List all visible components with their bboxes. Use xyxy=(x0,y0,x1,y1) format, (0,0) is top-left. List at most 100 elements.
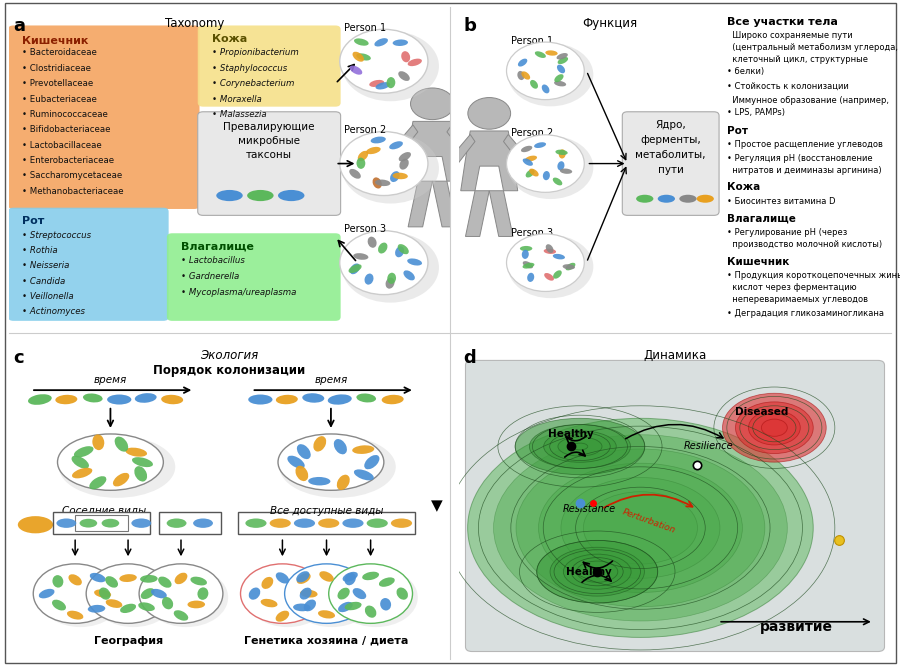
Text: • белки): • белки) xyxy=(727,67,764,77)
Ellipse shape xyxy=(166,518,186,528)
Ellipse shape xyxy=(399,71,410,81)
Ellipse shape xyxy=(343,572,358,582)
Text: время: время xyxy=(94,376,127,386)
Ellipse shape xyxy=(723,393,826,462)
Ellipse shape xyxy=(342,518,364,528)
Ellipse shape xyxy=(308,477,330,486)
Ellipse shape xyxy=(293,603,310,611)
Ellipse shape xyxy=(749,410,800,445)
Ellipse shape xyxy=(94,589,111,598)
Ellipse shape xyxy=(187,601,205,608)
Ellipse shape xyxy=(337,475,350,490)
Text: • Neisseria: • Neisseria xyxy=(22,261,69,270)
Ellipse shape xyxy=(557,161,564,170)
Ellipse shape xyxy=(105,576,118,587)
Text: c: c xyxy=(14,350,24,368)
Text: • Streptococcus: • Streptococcus xyxy=(22,230,92,240)
Circle shape xyxy=(468,97,510,129)
Polygon shape xyxy=(490,190,513,236)
Ellipse shape xyxy=(275,395,298,404)
Ellipse shape xyxy=(57,518,76,528)
Ellipse shape xyxy=(278,434,384,490)
Polygon shape xyxy=(447,125,476,157)
Ellipse shape xyxy=(534,143,546,148)
Text: Все доступные виды: Все доступные виды xyxy=(270,506,383,516)
Text: a: a xyxy=(14,17,25,35)
Circle shape xyxy=(340,132,428,196)
Ellipse shape xyxy=(550,547,644,596)
Ellipse shape xyxy=(544,248,556,254)
Ellipse shape xyxy=(558,437,602,456)
Ellipse shape xyxy=(554,270,562,278)
Ellipse shape xyxy=(398,244,409,254)
Ellipse shape xyxy=(401,51,410,63)
Text: • Регуляция pH (восстановление: • Регуляция pH (восстановление xyxy=(727,154,872,163)
Ellipse shape xyxy=(328,394,352,405)
Text: ▼: ▼ xyxy=(431,498,443,513)
Ellipse shape xyxy=(386,77,395,88)
Text: • Биосинтез витамина D: • Биосинтез витамина D xyxy=(727,197,835,206)
Ellipse shape xyxy=(521,71,530,80)
Ellipse shape xyxy=(135,393,157,403)
Ellipse shape xyxy=(313,436,326,452)
Text: Resilience: Resilience xyxy=(684,442,734,452)
Ellipse shape xyxy=(58,434,164,490)
Ellipse shape xyxy=(356,394,376,402)
Text: Кожа: Кожа xyxy=(727,182,760,192)
Circle shape xyxy=(92,567,176,627)
Ellipse shape xyxy=(518,71,525,80)
Bar xyxy=(53,512,150,534)
Ellipse shape xyxy=(369,80,384,87)
Text: • Lactobacillaceae: • Lactobacillaceae xyxy=(22,141,102,150)
Circle shape xyxy=(246,567,329,627)
Ellipse shape xyxy=(342,31,439,101)
Ellipse shape xyxy=(52,575,63,587)
Ellipse shape xyxy=(522,250,529,259)
Text: Широко сохраняемые пути: Широко сохраняемые пути xyxy=(727,31,852,40)
Ellipse shape xyxy=(120,603,136,613)
Text: время: время xyxy=(314,376,347,386)
Text: • Bacteroidaceae: • Bacteroidaceae xyxy=(22,49,97,57)
Circle shape xyxy=(328,564,412,623)
Circle shape xyxy=(507,42,584,100)
Ellipse shape xyxy=(162,597,173,609)
Ellipse shape xyxy=(358,151,368,161)
Text: • Malassezia: • Malassezia xyxy=(212,110,266,119)
Ellipse shape xyxy=(318,610,335,619)
FancyBboxPatch shape xyxy=(166,233,340,321)
Ellipse shape xyxy=(364,274,373,284)
Ellipse shape xyxy=(352,446,374,454)
Text: Функция: Функция xyxy=(582,17,638,29)
Ellipse shape xyxy=(18,516,53,533)
Ellipse shape xyxy=(275,572,289,583)
Ellipse shape xyxy=(174,610,188,621)
Ellipse shape xyxy=(557,65,565,73)
Ellipse shape xyxy=(508,136,593,199)
Text: • Clostridiaceae: • Clostridiaceae xyxy=(22,64,91,73)
Ellipse shape xyxy=(545,244,554,253)
Ellipse shape xyxy=(390,171,400,182)
Ellipse shape xyxy=(279,436,396,498)
Ellipse shape xyxy=(151,589,166,598)
Ellipse shape xyxy=(387,272,396,284)
Ellipse shape xyxy=(349,65,363,75)
Polygon shape xyxy=(389,125,418,157)
Ellipse shape xyxy=(680,194,697,202)
Ellipse shape xyxy=(99,587,111,599)
Ellipse shape xyxy=(58,436,176,498)
Circle shape xyxy=(140,564,223,623)
Ellipse shape xyxy=(338,587,350,599)
Bar xyxy=(76,515,128,531)
Ellipse shape xyxy=(493,435,788,621)
Ellipse shape xyxy=(216,190,243,201)
Text: • Стойкость к колонизации: • Стойкость к колонизации xyxy=(727,82,849,91)
Text: • Rothia: • Rothia xyxy=(22,246,58,255)
Ellipse shape xyxy=(379,577,395,587)
Ellipse shape xyxy=(67,611,84,619)
Polygon shape xyxy=(408,181,432,227)
Ellipse shape xyxy=(407,258,422,266)
Ellipse shape xyxy=(354,39,369,46)
Circle shape xyxy=(340,230,428,294)
Ellipse shape xyxy=(74,446,94,458)
Text: • Methanobacteriaceae: • Methanobacteriaceae xyxy=(22,186,124,196)
